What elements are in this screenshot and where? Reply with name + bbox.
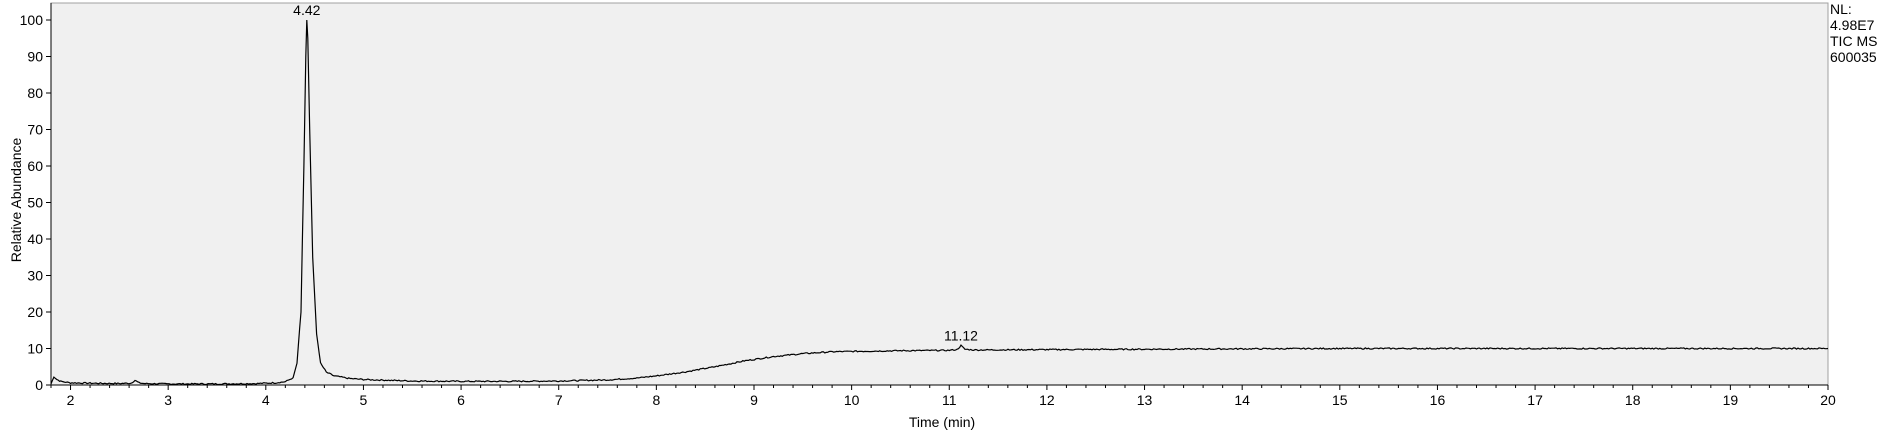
y-tick-label: 40	[27, 231, 43, 247]
plot-area	[50, 2, 1829, 386]
peak-label: 4.42	[293, 2, 320, 18]
x-tick-label: 9	[750, 392, 758, 408]
y-axis: 0 10 20 30 40 50 60 70 80 90 100	[20, 3, 52, 393]
y-tick-label: 60	[27, 158, 43, 174]
y-tick-label: 100	[20, 12, 44, 28]
x-tick-label: 11	[942, 392, 957, 408]
x-tick-label: 8	[652, 392, 660, 408]
y-tick-label: 20	[27, 304, 43, 320]
y-tick-label: 90	[27, 49, 43, 65]
x-tick-label: 16	[1430, 392, 1446, 408]
y-axis-title: Relative Abundance	[8, 138, 24, 263]
x-axis-title: Time (min)	[909, 414, 975, 430]
x-tick-label: 13	[1137, 392, 1153, 408]
x-tick-label: 15	[1332, 392, 1348, 408]
nl-info-line: 4.98E7	[1830, 17, 1875, 33]
peak-labels: 4.42 11.12	[293, 2, 978, 344]
tic-trace-line	[50, 19, 1829, 386]
x-tick-label: 14	[1234, 392, 1250, 408]
x-tick-label: 4	[262, 392, 270, 408]
nl-info-line: NL:	[1830, 1, 1852, 17]
y-tick-label: 50	[27, 195, 43, 211]
x-tick-label: 19	[1723, 392, 1739, 408]
x-tick-label: 20	[1820, 392, 1836, 408]
x-tick-label: 18	[1625, 392, 1641, 408]
x-axis: 2 3 4 5 6 7 8 9 10 11 12 13 14 15 16 17 18 19 20	[50, 384, 1836, 408]
x-tick-label: 3	[164, 392, 172, 408]
x-tick-label: 10	[844, 392, 860, 408]
y-tick-label: 80	[27, 85, 43, 101]
x-tick-label: 5	[360, 392, 368, 408]
y-tick-label: 30	[27, 268, 43, 284]
x-tick-label: 6	[457, 392, 465, 408]
nl-info-line: TIC MS	[1830, 33, 1877, 49]
y-tick-label: 0	[35, 377, 43, 393]
x-tick-label: 12	[1039, 392, 1055, 408]
nl-info-line: 600035	[1830, 49, 1877, 65]
x-tick-label: 17	[1527, 392, 1543, 408]
y-tick-label: 10	[27, 341, 43, 357]
y-tick-label: 70	[27, 122, 43, 138]
peak-label: 11.12	[944, 328, 978, 344]
x-tick-label: 2	[67, 392, 75, 408]
x-tick-label: 7	[555, 392, 563, 408]
